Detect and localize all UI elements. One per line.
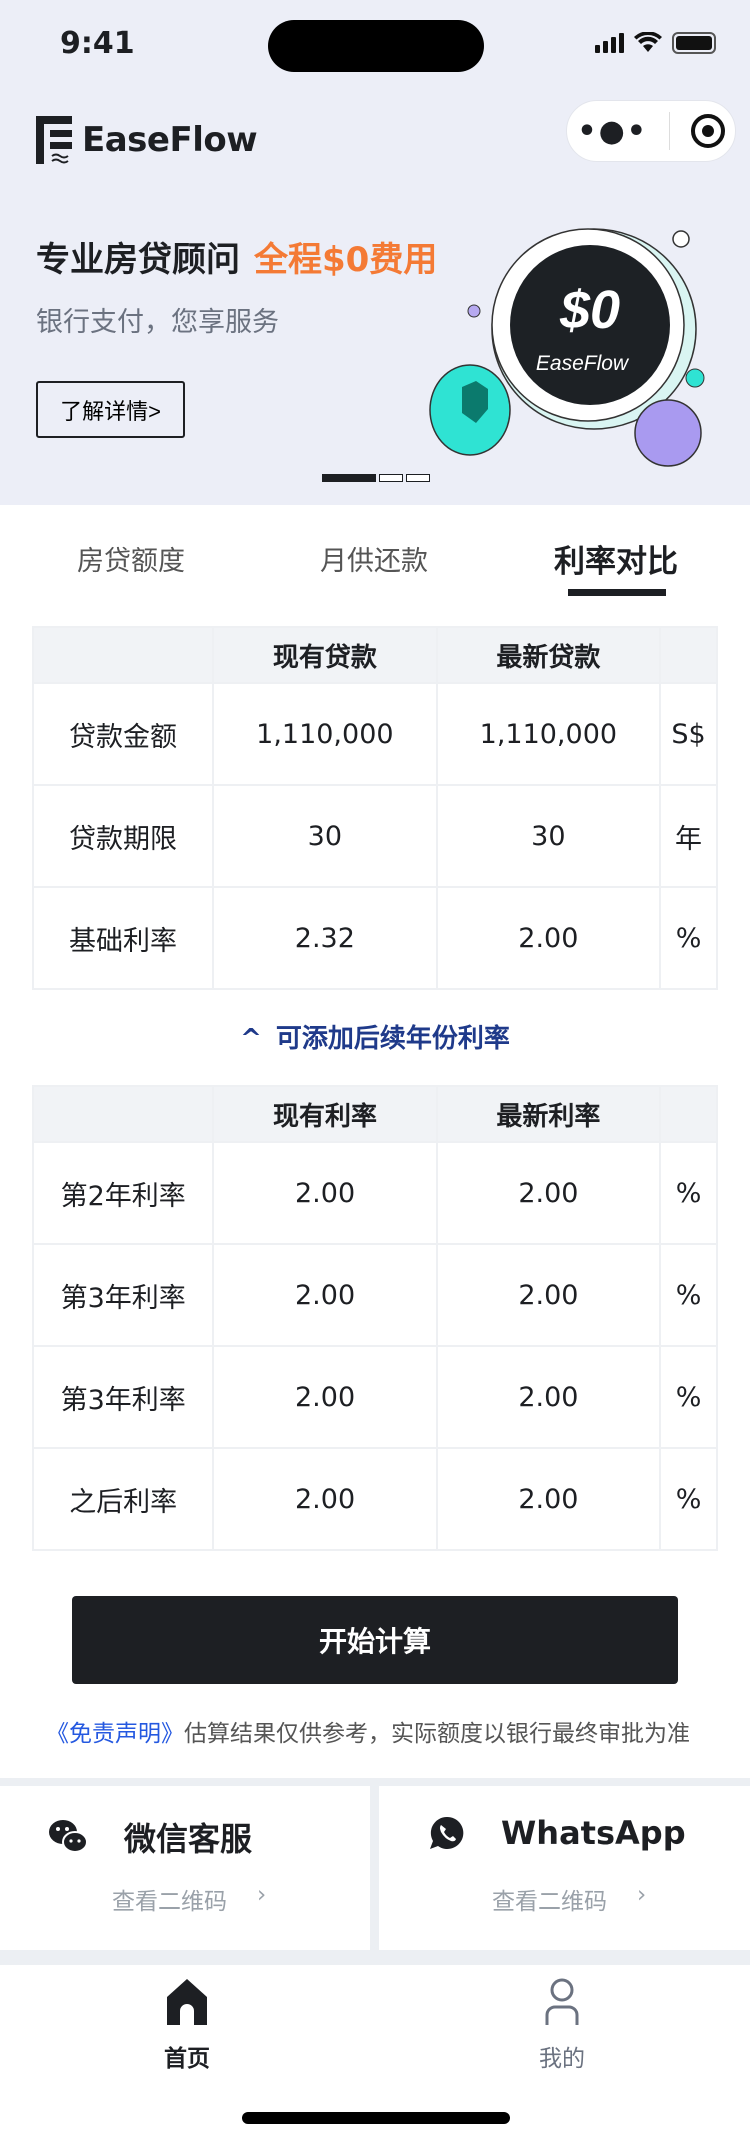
table-header: 现有贷款 最新贷款 (31, 626, 718, 684)
new-rate-input[interactable]: 2.00 (435, 1243, 662, 1347)
coin-brand: EaseFlow (536, 352, 630, 375)
status-time: 9:41 (60, 26, 135, 61)
disclaimer-text: 估算结果仅供参考，实际额度以银行最终审批为准 (184, 1721, 690, 1747)
new-value-input[interactable]: 30 (435, 784, 662, 888)
new-rate-input[interactable]: 2.00 (435, 1345, 662, 1449)
more-icon[interactable]: •●• (577, 113, 648, 149)
add-years-text: 可添加后续年份利率 (275, 1024, 510, 1054)
user-icon (545, 1978, 579, 2025)
logo: EaseFlow (36, 116, 258, 164)
loan-table: 现有贷款 最新贷款 贷款金额 1,110,000 1,110,000 S$ 贷款期限 30… (31, 626, 718, 990)
current-rate-input[interactable]: 2.00 (212, 1345, 438, 1449)
row-label: 贷款金额 (31, 682, 215, 786)
header-unit (659, 1085, 718, 1143)
current-value-input[interactable]: 1,110,000 (212, 682, 438, 786)
unit: % (659, 1345, 718, 1449)
header-cell (31, 626, 215, 684)
view-qr-text: 查看二维码 (492, 1889, 607, 1915)
close-target-icon[interactable] (690, 114, 725, 148)
row-label: 之后利率 (31, 1447, 215, 1551)
new-rate-input[interactable]: 2.00 (435, 1141, 662, 1245)
header-cell (31, 1085, 215, 1143)
table-row: 第3年利率 2.00 2.00% (31, 1345, 718, 1449)
signal-icon (595, 33, 624, 53)
row-label: 第3年利率 (31, 1345, 215, 1449)
chevron-right-icon: › (637, 1882, 647, 1908)
status-icons (595, 32, 716, 54)
new-value-input[interactable]: 1,110,000 (435, 682, 662, 786)
row-label: 第3年利率 (31, 1243, 215, 1347)
tab-monthly-payment[interactable]: 月供还款 (320, 546, 428, 577)
unit: S$ (659, 682, 718, 786)
tab-mine[interactable]: 我的 (482, 1977, 642, 2073)
current-value-input[interactable]: 30 (212, 784, 438, 888)
wechat-icon (49, 1820, 88, 1853)
active-tab-underline (568, 589, 666, 596)
header-new-loan: 最新贷款 (435, 626, 662, 684)
dynamic-island (268, 20, 484, 72)
disclaimer-link[interactable]: 《免责声明》 (46, 1721, 184, 1747)
banner-subtitle: 银行支付，您享服务 (36, 307, 279, 338)
tab-home-label: 首页 (164, 2046, 210, 2072)
current-rate-input[interactable]: 2.00 (212, 1243, 438, 1347)
easeflow-logo-icon (36, 116, 72, 164)
row-label: 贷款期限 (31, 784, 215, 888)
table-row: 贷款期限 30 30 年 (31, 784, 718, 888)
tab-bar-top: 房贷额度 月供还款 利率对比 (0, 505, 750, 600)
capsule-divider (668, 112, 670, 150)
unit: % (659, 1447, 718, 1551)
tab-mine-label: 我的 (539, 2046, 585, 2072)
whatsapp-card[interactable]: WhatsApp 查看二维码 › (379, 1786, 750, 1950)
unit: % (659, 886, 718, 990)
current-rate-input[interactable]: 2.00 (212, 1141, 438, 1245)
header-current-loan: 现有贷款 (212, 626, 438, 684)
add-years-link[interactable]: ^ 可添加后续年份利率 (0, 1018, 750, 1055)
unit: % (659, 1141, 718, 1245)
home-indicator (242, 2112, 510, 2124)
whatsapp-title: WhatsApp (501, 1814, 686, 1852)
table-header: 现有利率 最新利率 (31, 1085, 718, 1143)
row-label: 第2年利率 (31, 1141, 215, 1245)
header-unit (659, 626, 718, 684)
battery-icon (672, 32, 716, 54)
tab-home[interactable]: 首页 (107, 1977, 267, 2073)
unit: 年 (659, 784, 718, 888)
table-row: 第2年利率 2.00 2.00% (31, 1141, 718, 1245)
view-qr-text: 查看二维码 (112, 1889, 227, 1915)
headline-text: 专业房贷顾问 (36, 240, 240, 280)
banner-headline: 专业房贷顾问 全程$0费用 (36, 232, 437, 281)
rate-table: 现有利率 最新利率 第2年利率 2.00 2.00% 第3年利率 2.00 2.00% 第… (31, 1085, 718, 1551)
disclaimer: 《免责声明》估算结果仅供参考，实际额度以银行最终审批为准 (46, 1714, 690, 1748)
header-new-rate: 最新利率 (435, 1085, 662, 1143)
bottom-tab-bar: 首页 我的 (0, 1965, 750, 2138)
tab-loan-amount[interactable]: 房贷额度 (77, 546, 185, 577)
header-current-rate: 现有利率 (212, 1085, 438, 1143)
home-icon (167, 1979, 207, 2025)
headline-highlight: 全程$0费用 (254, 240, 438, 280)
wifi-icon (634, 32, 662, 52)
new-rate-input[interactable]: 2.00 (435, 1447, 662, 1551)
carousel-indicator[interactable] (322, 474, 430, 482)
chevron-right-icon: › (257, 1882, 267, 1908)
calculate-button[interactable]: 开始计算 (72, 1596, 678, 1684)
wechat-title: 微信客服 (124, 1820, 253, 1858)
tab-rate-compare[interactable]: 利率对比 (554, 544, 678, 580)
miniprogram-capsule: •●• (566, 100, 736, 162)
table-row: 贷款金额 1,110,000 1,110,000 S$ (31, 682, 718, 786)
whatsapp-icon (430, 1816, 464, 1849)
wechat-card[interactable]: 微信客服 查看二维码 › (0, 1786, 370, 1950)
logo-text: EaseFlow (82, 120, 258, 160)
chevron-up-icon: ^ (240, 1024, 262, 1054)
table-row: 第3年利率 2.00 2.00% (31, 1243, 718, 1347)
table-row: 基础利率 2.32 2.00% (31, 886, 718, 990)
unit: % (659, 1243, 718, 1347)
table-row: 之后利率 2.00 2.00% (31, 1447, 718, 1551)
current-rate-input[interactable]: 2.00 (212, 1447, 438, 1551)
learn-more-button[interactable]: 了解详情> (36, 381, 185, 438)
coin-illustration: $0 EaseFlow (429, 228, 705, 467)
new-value-input[interactable]: 2.00 (435, 886, 662, 990)
coin-amount: $0 (559, 280, 620, 340)
row-label: 基础利率 (31, 886, 215, 990)
current-value-input[interactable]: 2.32 (212, 886, 438, 990)
